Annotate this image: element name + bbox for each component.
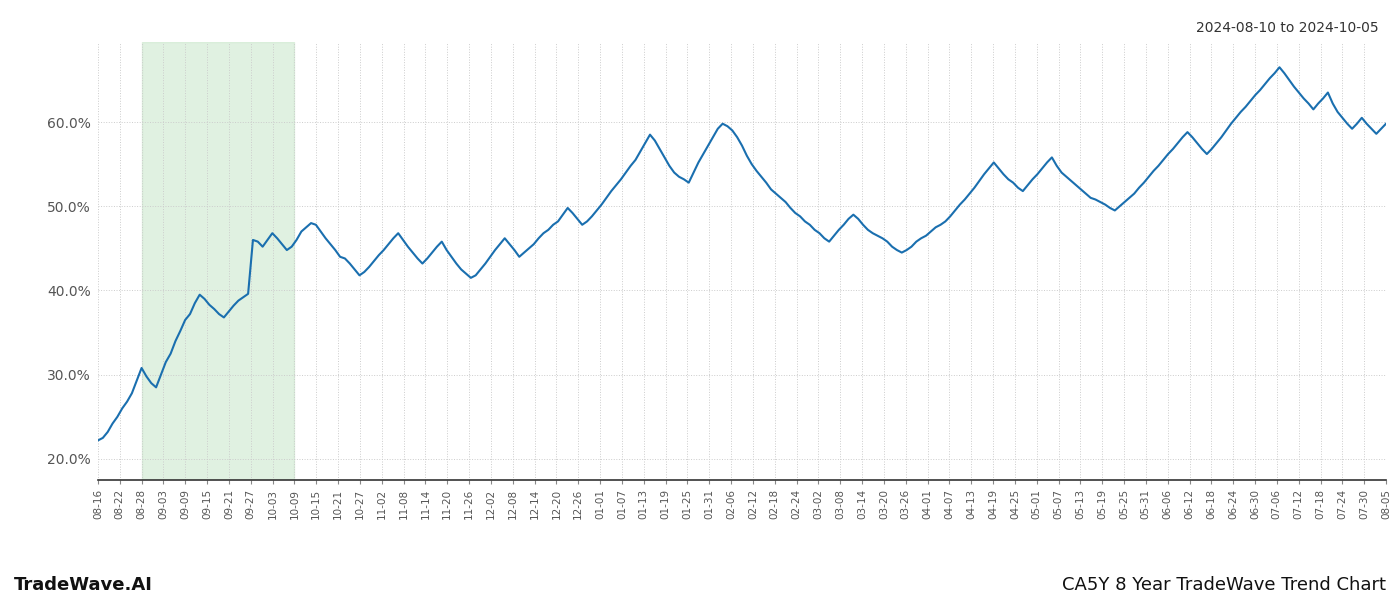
Text: CA5Y 8 Year TradeWave Trend Chart: CA5Y 8 Year TradeWave Trend Chart bbox=[1063, 576, 1386, 594]
Text: 2024-08-10 to 2024-10-05: 2024-08-10 to 2024-10-05 bbox=[1197, 21, 1379, 35]
Text: TradeWave.AI: TradeWave.AI bbox=[14, 576, 153, 594]
Bar bbox=[141, 42, 294, 480]
